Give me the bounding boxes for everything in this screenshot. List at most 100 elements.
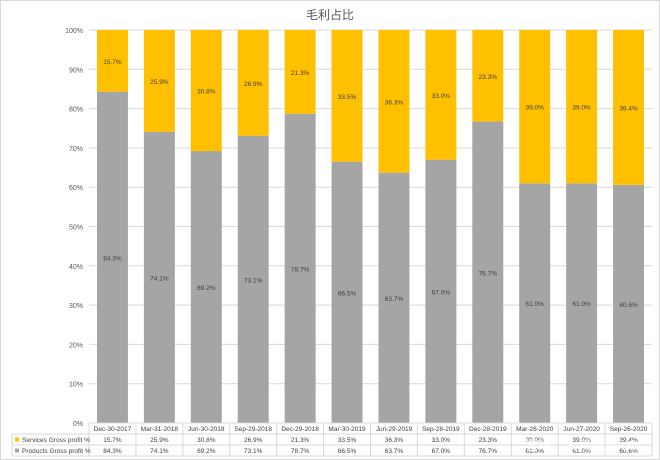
x-tick-label: Jun-30-2018 — [188, 426, 225, 433]
bar-services — [190, 30, 222, 152]
table-cell-value: 84.3% — [103, 448, 122, 455]
table-cell-value: 73.1% — [244, 448, 263, 455]
bar-services — [425, 30, 457, 160]
bar-services — [237, 30, 269, 136]
table-cell-value: 39.0% — [572, 437, 591, 444]
bar-products — [566, 183, 598, 423]
x-tick-label: Dec-30-2017 — [94, 426, 132, 433]
y-tick-label: 50% — [69, 225, 83, 232]
bar-services — [143, 30, 175, 132]
table-cell-value: 66.5% — [338, 448, 357, 455]
y-tick-label: 100% — [65, 28, 83, 35]
data-label-services: 39.0% — [525, 105, 544, 112]
bar-services — [378, 30, 410, 173]
data-label-products: 60.6% — [619, 302, 638, 309]
table-cell-value: 25.9% — [150, 437, 169, 444]
data-label-products: 73.1% — [244, 277, 263, 284]
chart-title: 毛利占比 — [305, 8, 354, 22]
x-tick-label: Jun-27-2020 — [563, 426, 600, 433]
x-tick-label: Sep-26-2020 — [610, 426, 648, 433]
table-cell-value: 15.7% — [103, 437, 122, 444]
y-tick-label: 10% — [69, 382, 83, 389]
y-tick-label: 0% — [73, 421, 83, 428]
table-cell-value: 21.3% — [291, 437, 310, 444]
x-tick-label: Sep-29-2018 — [234, 426, 272, 433]
bar-services — [284, 30, 316, 114]
x-tick-label: Dec-28-2019 — [469, 426, 507, 433]
watermark: 雪球：大叔加油-LO — [525, 439, 638, 454]
bar-services — [519, 30, 551, 184]
x-tick-label: Mar-31-2018 — [141, 426, 179, 433]
y-tick-label: 20% — [69, 342, 83, 349]
table-cell-value: 61.0% — [525, 448, 544, 455]
x-tick-label: Mar-28-2020 — [516, 426, 554, 433]
y-tick-label: 90% — [69, 67, 83, 74]
table-cell-value: 63.7% — [385, 448, 404, 455]
data-label-products: 66.5% — [338, 290, 357, 297]
data-label-products: 84.3% — [103, 255, 122, 262]
data-label-services: 30.8% — [197, 89, 216, 96]
data-label-services: 33.0% — [432, 93, 451, 100]
data-label-products: 61.0% — [525, 301, 544, 308]
legend-swatch — [15, 448, 19, 453]
table-cell-value: 76.7% — [479, 448, 498, 455]
table-cell-value: 61.0% — [572, 448, 591, 455]
bar-services — [613, 30, 645, 185]
data-label-services: 33.5% — [338, 94, 357, 101]
data-label-services: 15.7% — [103, 59, 122, 66]
data-label-services: 39.0% — [572, 105, 591, 112]
data-label-products: 69.2% — [197, 285, 216, 292]
bar-products — [96, 91, 128, 424]
bar-services — [472, 30, 504, 122]
bar-products — [237, 135, 269, 424]
data-label-products: 76.7% — [479, 270, 498, 277]
data-label-products: 61.0% — [572, 301, 591, 308]
bar-products — [519, 183, 551, 423]
data-label-products: 78.7% — [291, 266, 310, 273]
data-label-products: 74.1% — [150, 275, 169, 282]
bar-services — [331, 30, 363, 162]
x-tick-label: Sep-28-2019 — [422, 426, 460, 433]
data-label-services: 39.4% — [619, 105, 638, 112]
data-label-services: 21.3% — [291, 70, 310, 77]
table-cell-value: 23.3% — [479, 437, 498, 444]
data-label-services: 25.9% — [150, 79, 169, 86]
legend-entry: Services Gross profit % — [22, 437, 90, 444]
data-label-products: 67.0% — [432, 289, 451, 296]
bar-products — [190, 151, 222, 423]
x-tick-label: Mar-30-2019 — [328, 426, 366, 433]
table-cell-value: 36.3% — [385, 437, 404, 444]
table-cell-value: 60.6% — [619, 448, 638, 455]
bar-products — [425, 159, 457, 423]
bar-products — [143, 131, 175, 424]
y-tick-label: 60% — [69, 185, 83, 192]
table-cell-value: 30.8% — [197, 437, 216, 444]
data-label-products: 63.7% — [385, 296, 404, 303]
data-label-services: 36.3% — [385, 99, 404, 106]
table-cell-value: 74.1% — [150, 448, 169, 455]
y-tick-label: 30% — [69, 303, 83, 310]
bar-products — [472, 121, 504, 423]
bar-products — [331, 161, 363, 423]
bar-services — [96, 30, 128, 92]
data-label-services: 23.3% — [479, 74, 498, 81]
data-label-services: 26.9% — [244, 81, 263, 88]
legend-swatch — [15, 437, 19, 442]
table-cell-value: 26.9% — [244, 437, 263, 444]
table-cell-value: 39.4% — [619, 437, 638, 444]
table-cell-value: 67.0% — [432, 448, 451, 455]
table-cell-value: 39.0% — [525, 437, 544, 444]
bar-products — [378, 172, 410, 423]
table-cell-value: 69.2% — [197, 448, 216, 455]
bar-services — [566, 30, 598, 184]
bar-products — [284, 113, 316, 424]
x-tick-label: Jun-29-2019 — [376, 426, 413, 433]
y-tick-label: 80% — [69, 107, 83, 114]
bar-products — [613, 184, 645, 423]
y-tick-label: 70% — [69, 146, 83, 153]
legend-entry: Products Gross profit % — [22, 448, 91, 455]
x-tick-label: Dec-29-2018 — [281, 426, 319, 433]
table-cell-value: 78.7% — [291, 448, 310, 455]
table-cell-value: 33.5% — [338, 437, 357, 444]
